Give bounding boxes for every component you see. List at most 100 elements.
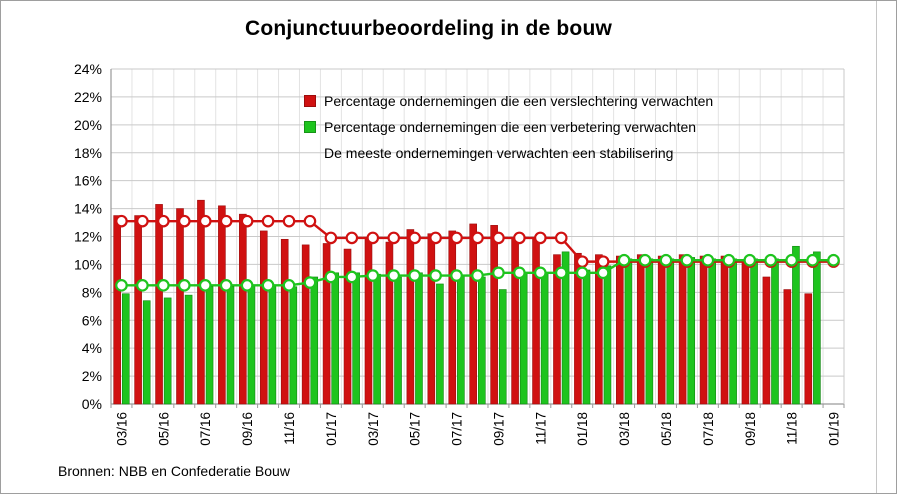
red-trend-line-marker — [282, 214, 296, 228]
green-bar — [708, 258, 716, 405]
red-bar — [448, 230, 457, 405]
legend-label-improvement: Percentage ondernemingen die een verbete… — [324, 119, 697, 135]
red-bar — [155, 204, 163, 405]
green-trend-line-marker — [408, 269, 421, 282]
green-square-icon — [304, 121, 316, 133]
x-axis-label: 03/17 — [366, 412, 381, 446]
red-bar — [197, 199, 205, 405]
x-axis-label: 01/19 — [827, 412, 842, 446]
y-axis-label: 18% — [74, 145, 102, 161]
chart-title: Conjunctuurbeoordeling in de bouw — [244, 17, 613, 40]
y-axis-label: 2% — [82, 368, 102, 384]
x-axis-label: 09/17 — [491, 412, 506, 446]
red-bar — [678, 254, 687, 405]
red-trend-line-marker — [324, 231, 338, 245]
green-bar — [792, 245, 800, 405]
red-trend-line-marker — [554, 231, 568, 245]
green-bar — [498, 289, 507, 405]
green-bar — [771, 258, 779, 405]
red-bar — [280, 238, 289, 405]
green-trend-line-marker — [827, 253, 840, 267]
x-axis-label: 03/18 — [617, 412, 632, 446]
green-bar — [373, 273, 381, 405]
red-bar — [741, 259, 750, 405]
green-trend-line-marker — [764, 253, 777, 267]
x-axis-label: 05/17 — [408, 412, 423, 446]
green-bar — [603, 265, 612, 405]
x-axis-label: 07/17 — [450, 412, 465, 446]
green-trend-line-marker — [282, 279, 296, 292]
red-bar — [783, 289, 792, 405]
red-bar — [406, 229, 415, 405]
red-bar — [532, 237, 540, 405]
legend-label-worsening: Percentage ondernemingen die een verslec… — [324, 93, 714, 109]
green-trend-line-marker — [345, 270, 359, 284]
red-trend-line-marker — [450, 231, 463, 245]
red-trend-line-marker — [115, 214, 128, 228]
y-axis-label: 14% — [74, 201, 102, 217]
green-bar — [750, 258, 758, 405]
green-trend-line-marker — [450, 269, 463, 282]
red-square-icon — [304, 95, 316, 107]
green-trend-line-marker — [575, 266, 589, 280]
legend-item-worsening: Percentage ondernemingen die een verslec… — [304, 88, 713, 114]
green-bar — [394, 276, 402, 405]
red-bar — [762, 276, 771, 405]
y-axis-label: 12% — [74, 229, 102, 245]
x-axis-label: 05/18 — [659, 412, 674, 446]
green-bar — [457, 275, 465, 405]
green-trend-line-marker — [806, 253, 819, 267]
green-trend-line-marker — [115, 279, 128, 292]
red-bar — [804, 293, 813, 405]
green-trend-line-marker — [429, 269, 442, 282]
red-bar — [615, 255, 624, 405]
green-bar — [163, 297, 172, 405]
red-bar — [699, 255, 708, 405]
red-trend-line-marker — [303, 214, 317, 228]
green-trend-line-marker — [701, 253, 715, 267]
y-axis-label: 4% — [82, 340, 102, 356]
green-trend-line-marker — [785, 253, 798, 267]
green-bar — [142, 300, 151, 405]
green-bar — [121, 293, 130, 405]
red-trend-line-marker — [345, 231, 359, 245]
green-bar — [813, 251, 821, 405]
red-trend-line-marker — [471, 231, 484, 245]
y-axis-label: 0% — [82, 396, 102, 412]
red-trend-line-marker — [408, 231, 421, 245]
red-bar — [218, 205, 226, 405]
green-trend-line-marker — [554, 266, 568, 280]
red-trend-line-marker — [429, 231, 442, 245]
red-bar — [720, 255, 729, 405]
red-bar — [322, 243, 331, 405]
green-bar — [519, 272, 528, 405]
red-bar — [511, 237, 519, 405]
chart-right-edge-line — [876, 1, 877, 493]
green-bar — [666, 258, 675, 405]
legend: Percentage ondernemingen die een verslec… — [304, 88, 713, 166]
green-bar — [540, 272, 549, 405]
green-trend-line-marker — [219, 279, 233, 292]
green-trend-line-marker — [617, 253, 631, 267]
y-axis-label: 16% — [74, 173, 102, 189]
y-axis-label: 8% — [82, 284, 102, 300]
green-trend-line-marker — [387, 269, 401, 282]
red-trend-line-marker — [596, 255, 610, 268]
green-trend-line-marker — [638, 253, 652, 267]
green-trend-line-marker — [659, 253, 673, 267]
green-trend-line-marker — [157, 279, 170, 292]
red-trend-line-marker — [387, 231, 401, 245]
green-trend-line-marker — [178, 279, 191, 292]
red-bar — [343, 248, 352, 405]
red-bar — [113, 215, 121, 405]
legend-item-improvement: Percentage ondernemingen die een verbete… — [304, 114, 713, 140]
green-trend-line-marker — [743, 253, 757, 267]
x-axis-label: 09/16 — [240, 412, 255, 446]
red-trend-line-marker — [534, 231, 547, 245]
green-trend-line-marker — [261, 279, 275, 292]
red-bar — [239, 213, 247, 405]
green-trend-line-marker — [324, 270, 338, 284]
red-bar — [553, 254, 561, 405]
red-trend-line-marker — [136, 214, 149, 228]
